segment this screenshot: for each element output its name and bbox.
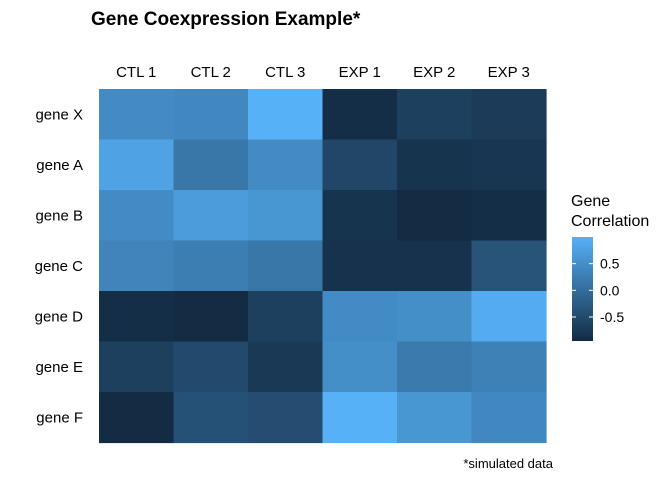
chart-title: Gene Coexpression Example* [91, 9, 361, 30]
row-label: gene X [35, 106, 83, 123]
heatmap-cell [173, 291, 249, 343]
heatmap-cell [397, 341, 473, 393]
row-label: gene B [35, 207, 83, 224]
heatmap-cell [173, 190, 249, 242]
heatmap-cell [471, 139, 547, 191]
heatmap-cell [397, 240, 473, 292]
legend-tick-label: 0.5 [600, 256, 620, 272]
heatmap-cell [99, 240, 175, 292]
legend-title-line: Correlation [571, 213, 649, 230]
column-label: CTL 3 [265, 64, 305, 81]
column-label: EXP 2 [413, 64, 455, 81]
row-label: gene F [36, 409, 83, 426]
heatmap-cell [248, 341, 324, 393]
heatmap-cell [99, 392, 175, 444]
column-label: EXP 3 [488, 64, 530, 81]
heatmap-cell [99, 139, 175, 191]
heatmap-cell [173, 341, 249, 393]
heatmap-cell [397, 190, 473, 242]
heatmap-cell [471, 89, 547, 141]
row-label: gene C [35, 258, 84, 275]
heatmap-cell [322, 291, 398, 343]
heatmap-cell [322, 392, 398, 444]
row-label: gene E [35, 359, 83, 376]
row-labels: gene X gene A gene B gene C gene D gene E gene… [35, 106, 84, 426]
heatmap-cell [322, 139, 398, 191]
heatmap-cell [322, 341, 398, 393]
heatmap-cell [248, 240, 324, 292]
heatmap-cell [248, 89, 324, 141]
column-label: EXP 1 [339, 64, 381, 81]
heatmap-cell [173, 240, 249, 292]
legend-tick-label: -0.5 [600, 309, 624, 325]
heatmap-cell [173, 139, 249, 191]
heatmap-cell [99, 190, 175, 242]
heatmap-cell [322, 89, 398, 141]
heatmap-cell [397, 89, 473, 141]
heatmap-cell [248, 190, 324, 242]
heatmap-cell [99, 89, 175, 141]
heatmap-cell [322, 190, 398, 242]
heatmap-cell [173, 89, 249, 141]
heatmap-cell [471, 392, 547, 444]
heatmap-cell [248, 139, 324, 191]
heatmap-cell [397, 392, 473, 444]
heatmap-cell [248, 392, 324, 444]
heatmap-cell [471, 291, 547, 343]
legend-tick-label: 0.0 [600, 282, 620, 298]
legend-colorbar [572, 237, 593, 341]
chart-caption: *simulated data [463, 456, 553, 471]
heatmap-cell [173, 392, 249, 444]
heatmap-cell [99, 341, 175, 393]
column-label: CTL 1 [116, 64, 156, 81]
column-labels: CTL 1 CTL 2 CTL 3 EXP 1 EXP 2 EXP 3 [116, 64, 530, 81]
heatmap-cell [471, 341, 547, 393]
heatmap-cell [322, 240, 398, 292]
heatmap-cell [471, 240, 547, 292]
heatmap-cell [248, 291, 324, 343]
heatmap-cell [471, 190, 547, 242]
heatmap-cell [397, 139, 473, 191]
legend-title-line: Gene [571, 193, 610, 210]
row-label: gene D [35, 308, 84, 325]
heatmap-cells [99, 89, 547, 444]
column-label: CTL 2 [191, 64, 231, 81]
color-legend: Gene Correlation 0.5 0.0 -0.5 [571, 193, 649, 341]
heatmap-cell [397, 291, 473, 343]
heatmap-cell [99, 291, 175, 343]
row-label: gene A [36, 157, 83, 174]
